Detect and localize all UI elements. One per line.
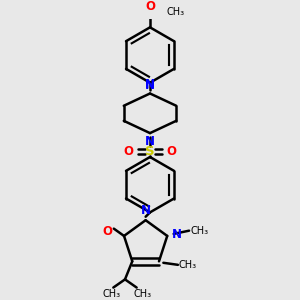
Text: O: O [145, 0, 155, 13]
Text: N: N [145, 79, 155, 92]
Text: N: N [172, 228, 182, 241]
Text: O: O [102, 225, 112, 238]
Text: O: O [167, 145, 177, 158]
Text: CH₃: CH₃ [134, 289, 152, 299]
Text: CH₃: CH₃ [179, 260, 197, 270]
Text: O: O [123, 145, 134, 158]
Text: N: N [141, 204, 151, 217]
Text: N: N [145, 78, 155, 91]
Text: S: S [145, 145, 155, 158]
Text: CH₃: CH₃ [166, 7, 184, 17]
Text: CH₃: CH₃ [103, 289, 121, 299]
Text: N: N [145, 135, 155, 148]
Text: CH₃: CH₃ [190, 226, 209, 236]
